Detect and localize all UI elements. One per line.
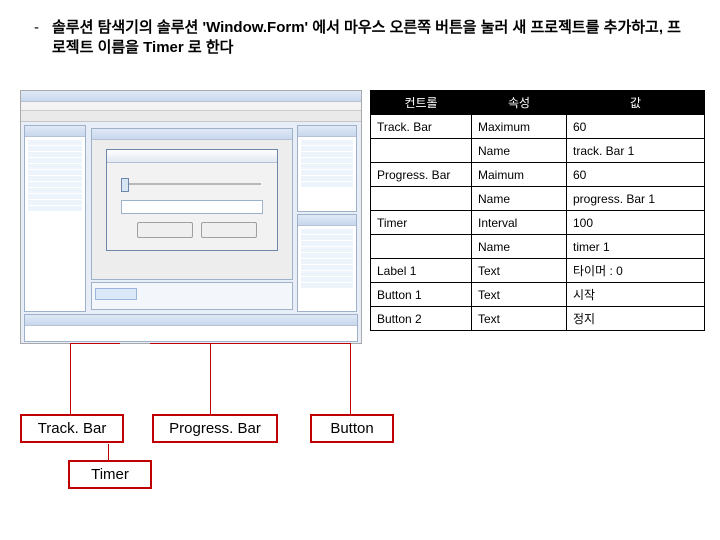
annotation-progressbar: Progress. Bar [152, 414, 278, 443]
annotation-timer: Timer [68, 460, 152, 489]
button1-control [137, 222, 193, 238]
toolbox-panel [24, 125, 86, 312]
window-toolbar [21, 111, 361, 122]
table-row: Nametrack. Bar 1 [371, 139, 705, 163]
panel-content [25, 137, 85, 214]
panel-title [25, 126, 85, 137]
form-mock [106, 149, 278, 251]
leader-line [210, 343, 211, 414]
panel-title [25, 315, 357, 326]
table-row: Nameprogress. Bar 1 [371, 187, 705, 211]
table-row: Label 1Text타이머 : 0 [371, 259, 705, 283]
progressbar-control [121, 200, 263, 214]
window-menubar [21, 102, 361, 111]
button-group [137, 222, 257, 238]
properties-panel [297, 214, 357, 312]
leader-line [350, 343, 351, 414]
annotation-trackbar: Track. Bar [20, 414, 124, 443]
panel-title [298, 215, 356, 226]
leader-line [70, 343, 120, 344]
property-table: 컨트롤 속성 값 Track. BarMaximum60 Nametrack. … [370, 90, 705, 331]
form-titlebar [107, 150, 277, 163]
table-row: Button 1Text시작 [371, 283, 705, 307]
th-control: 컨트롤 [371, 91, 472, 115]
th-value: 값 [567, 91, 705, 115]
annotation-label: Progress. Bar [169, 420, 261, 437]
bullet-content: 솔루션 탐색기의 솔루션 'Window.Form' 에서 마우스 오른쪽 버튼… [52, 19, 681, 56]
th-property: 속성 [472, 91, 567, 115]
designer-panel [91, 128, 293, 280]
annotation-label: Timer [91, 466, 129, 483]
leader-line [108, 444, 109, 460]
table-header-row: 컨트롤 속성 값 [371, 91, 705, 115]
panel-title [92, 129, 292, 140]
bullet-dash: - [34, 18, 39, 38]
ide-body [21, 122, 361, 346]
table-row: Button 2Text정지 [371, 307, 705, 331]
table-row: Nametimer 1 [371, 235, 705, 259]
annotation-label: Track. Bar [38, 420, 107, 437]
window-titlebar [21, 91, 361, 102]
button2-control [201, 222, 257, 238]
instruction-text: - 솔루션 탐색기의 솔루션 'Window.Form' 에서 마우스 오른쪽 … [52, 18, 692, 59]
component-tray [91, 282, 293, 310]
panel-title [298, 126, 356, 137]
annotation-label: Button [330, 420, 373, 437]
leader-line [180, 343, 350, 344]
solution-explorer [297, 125, 357, 212]
leader-line [70, 343, 71, 414]
ide-screenshot [20, 90, 362, 344]
tray-content [92, 283, 292, 303]
table-row: TimerInterval100 [371, 211, 705, 235]
panel-content [298, 226, 356, 291]
table-row: Track. BarMaximum60 [371, 115, 705, 139]
output-panel [24, 314, 358, 342]
trackbar-control [121, 176, 261, 194]
table-row: Progress. BarMaimum60 [371, 163, 705, 187]
annotation-button: Button [310, 414, 394, 443]
panel-content [298, 137, 356, 190]
